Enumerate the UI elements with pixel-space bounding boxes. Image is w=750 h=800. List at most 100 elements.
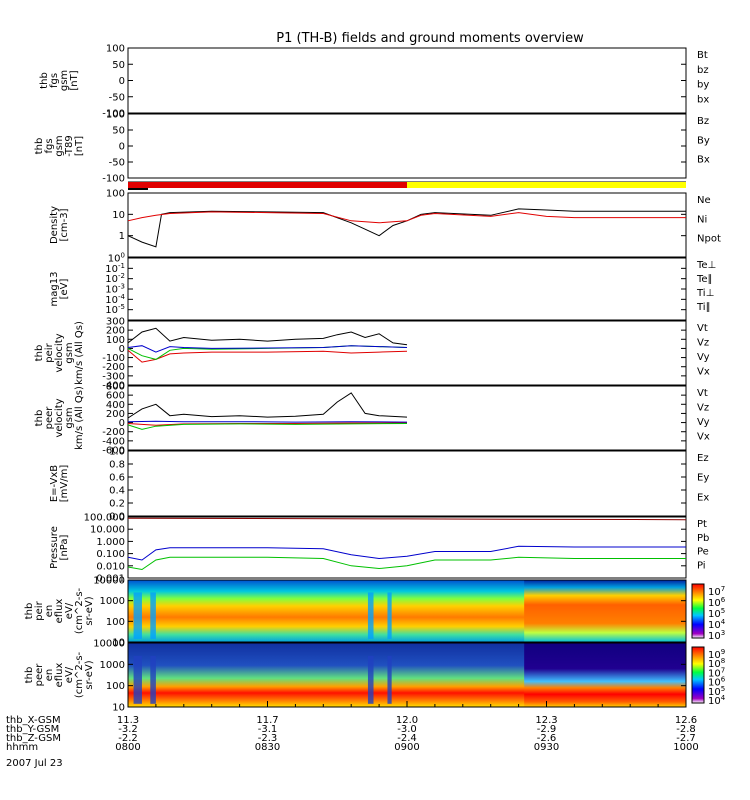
x-axis-value: 1000: [673, 742, 698, 753]
peer_v-series-Vt: [127, 392, 408, 419]
peer_v-ytick-label: -600: [102, 446, 125, 457]
peir_spec-ytick-label: 10000: [93, 576, 125, 587]
x-axis-value: 11.7: [256, 715, 278, 726]
fgs-ylabel-line: fgs: [49, 73, 60, 88]
x-axis-value: -2.4: [397, 733, 417, 744]
peir_spec-ytick-label: 1000: [100, 596, 125, 607]
peir_spec-colorbar-label: 105: [708, 607, 725, 620]
peir_spec-colorbar-label: 106: [708, 596, 726, 609]
efield-ytick-label: 0.2: [109, 499, 125, 510]
peir_spec-ylabel-line: eV/: [64, 602, 75, 619]
fgs_t89-legend-Bx: Bx: [697, 155, 710, 166]
peer_v-ylabel-line: km/s (All Qs): [74, 386, 85, 450]
density-ylabel-line: Density: [49, 206, 60, 244]
peer_spec-colorbar-label: 107: [708, 666, 725, 679]
x-axis-value: -2.3: [258, 733, 278, 744]
mag-ytick-label: 10-4: [105, 293, 125, 306]
fgs-ytick-label: 100: [106, 44, 125, 55]
fgs-ylabel-line: gsm: [59, 70, 70, 91]
peer_v-ytick-label: 800: [106, 382, 125, 393]
peir_v-ylabel-line: velocity: [54, 333, 65, 372]
fgs_t89-legend-By: By: [697, 135, 710, 146]
peer_spec-ylabel-line: en: [44, 669, 55, 682]
peer_v-legend-Vy: Vy: [697, 417, 710, 428]
fgs_t89-ytick-label: 50: [112, 126, 125, 137]
pressure-ytick-label: 1.000: [96, 537, 125, 548]
peir_spec-ylabel-line: peir: [34, 600, 45, 620]
efield-ylabel-line: E=-VxB: [49, 465, 60, 502]
peer_v-frame: [127, 385, 687, 451]
x-axis-value: -2.6: [537, 733, 557, 744]
peer_spec-dip-1: [150, 655, 156, 704]
mag-legend-Te⊥: Te⊥: [696, 260, 716, 271]
x-axis-value: -3.2: [118, 724, 138, 735]
x-axis-value: 0800: [115, 742, 140, 753]
mag-legend-Ti∥: Ti∥: [696, 302, 711, 313]
peir_spec-ylabel-line: eflux: [54, 599, 65, 624]
mag-frame: [127, 257, 687, 321]
x-axis-date: 2007 Jul 23: [6, 758, 63, 769]
peer_v-ylabel-line: velocity: [54, 398, 65, 437]
fgs_t89-legend-Bz: Bz: [697, 116, 709, 127]
peer_v-ylabel-line: gsm: [64, 407, 75, 428]
peir_spec-ylabel-line: sr-eV): [84, 596, 95, 625]
panel-density: 100 10 1 Density [cm-3] Ne Ni Npot: [49, 189, 721, 258]
peer_v-legend-Vz: Vz: [697, 403, 709, 414]
peer_spec-ylabel-line: (cm^2-s-: [74, 651, 85, 698]
fgs-ytick-label: -100: [102, 109, 125, 120]
peir_v-ytick-label: 300: [106, 317, 125, 328]
peir_v-legend-Vz: Vz: [697, 338, 709, 349]
x-axis-value: -2.2: [118, 733, 138, 744]
peir_v-ytick-label: -100: [102, 353, 125, 364]
pressure-ytick-label: 0.001: [96, 574, 125, 585]
pressure-legend-Pb: Pb: [697, 533, 709, 544]
peer_spec-ytick-label: 100: [106, 681, 125, 692]
peer_v-ytick-label: 400: [106, 400, 125, 411]
fgs-ytick-label: 50: [112, 60, 125, 71]
peir_v-ytick-label: -200: [102, 362, 125, 373]
peir_v-ytick-label: 200: [106, 326, 125, 337]
panel-efield: 1.0 0.8 0.6 0.4 0.2 0.0 E=-VxB [mV/m] Ez Ey Ex: [49, 447, 709, 523]
x-axis-value: -3.1: [258, 724, 278, 735]
mag-ytick-label: 10-5: [105, 303, 125, 316]
peir_v-ytick-label: 100: [106, 335, 125, 346]
peir_spec-ytick-label: 100: [106, 617, 125, 628]
fgs-ylabel-line: thb: [39, 72, 50, 89]
peer_v-legend-Vx: Vx: [697, 432, 710, 443]
efield-ytick-label: 0.8: [109, 460, 125, 471]
mag-ytick-label: 10-3: [105, 283, 125, 296]
mag-ytick-label: 10-1: [105, 262, 125, 275]
peer_spec-colorbar-label: 106: [708, 676, 726, 689]
peir_v-frame: [127, 320, 687, 386]
pressure-ytick-label: 0.010: [96, 561, 125, 572]
peer_v-ytick-label: 0: [119, 418, 125, 429]
peir_spec-ylabel-line: (cm^2-s-: [74, 587, 85, 634]
pressure-legend-Pi: Pi: [697, 560, 706, 571]
fgs-legend-bx: bx: [697, 94, 709, 105]
peir_v-ytick-label: -300: [102, 371, 125, 382]
x-axis-value: 0930: [534, 742, 559, 753]
efield-legend-Ez: Ez: [697, 453, 709, 464]
fgs_t89-ylabel-line: gsm: [54, 135, 65, 156]
fgs-legend-by: by: [697, 80, 709, 91]
peir_v-ytick-label: 0: [119, 344, 125, 355]
efield-legend-Ey: Ey: [697, 473, 709, 484]
fgs-ylabel-line: [nT]: [69, 70, 80, 90]
panel-fgs_t89: 100 50 0 -50 -100 thb fgs gsm -T89 [nT] Bz By Bx: [34, 110, 710, 185]
peer_spec-ylabel-line: eV/: [64, 666, 75, 683]
x-axis-row-label: thb_Z-GSM: [6, 733, 61, 744]
peer_spec-dip-0: [133, 655, 142, 704]
peir_v-ylabel-line: km/s (All Qs): [74, 321, 85, 385]
peir_spec-colorbar-label: 104: [708, 618, 726, 631]
peer_v-series-Vy: [127, 423, 408, 430]
peer_spec-colorbar-label: 108: [708, 657, 725, 670]
efield-legend-Ex: Ex: [697, 492, 709, 503]
density-series-Ne: [127, 211, 686, 224]
peer_v-series-Vx: [127, 420, 408, 423]
efield-frame: [127, 450, 687, 517]
figure-title: P1 (TH-B) fields and ground moments over…: [276, 31, 584, 46]
peir_v-series-Vt: [127, 327, 408, 346]
